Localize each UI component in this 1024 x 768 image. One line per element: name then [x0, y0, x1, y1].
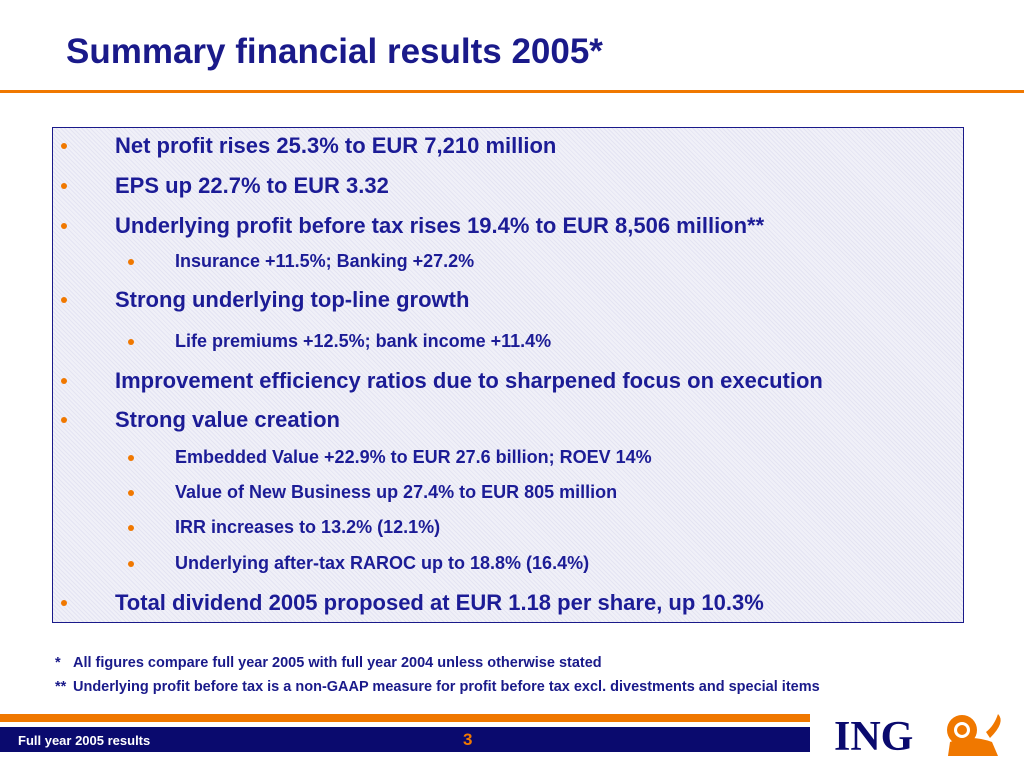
title-rule	[0, 90, 1024, 93]
bullet-marker	[128, 490, 134, 496]
bullet-marker	[128, 561, 134, 567]
bullet-marker	[128, 339, 134, 345]
bullet-text: Strong value creation	[115, 407, 340, 432]
footnote-marker: *	[55, 655, 61, 671]
bullet-text: Net profit rises 25.3% to EUR 7,210 mill…	[115, 133, 557, 158]
page-number: 3	[463, 730, 473, 749]
footnote-text: Underlying profit before tax is a non-GA…	[73, 679, 820, 695]
bullet-marker	[61, 143, 67, 149]
bullet-marker	[61, 183, 67, 189]
logo-text: ING	[834, 714, 914, 760]
sub-bullet-text: Embedded Value +22.9% to EUR 27.6 billio…	[175, 447, 652, 467]
bullet-text: Improvement efficiency ratios due to sha…	[115, 368, 823, 393]
bullet-marker	[128, 525, 134, 531]
slide-title: Summary financial results 2005*	[66, 32, 603, 71]
footer-text: Full year 2005 results	[18, 733, 151, 748]
bullet-marker	[61, 223, 67, 229]
sub-bullet-text: Insurance +11.5%; Banking +27.2%	[175, 251, 475, 271]
sub-bullet-text: IRR increases to 13.2% (12.1%)	[175, 517, 441, 537]
footer-band	[0, 727, 810, 752]
sub-bullet-text: Value of New Business up 27.4% to EUR 80…	[175, 482, 618, 502]
bullet-text: EPS up 22.7% to EUR 3.32	[115, 173, 389, 198]
bullet-marker	[128, 259, 134, 265]
bullet-text: Underlying profit before tax rises 19.4%…	[115, 213, 765, 238]
bullet-marker	[61, 600, 67, 606]
sub-bullet-text: Life premiums +12.5%; bank income +11.4%	[175, 331, 552, 351]
bullet-box	[52, 127, 964, 623]
bullet-marker	[61, 378, 67, 384]
footnote-marker: **	[55, 679, 67, 695]
bullet-text: Strong underlying top-line growth	[115, 287, 470, 312]
footer-orange-band	[0, 714, 810, 722]
lion-icon	[947, 714, 1001, 756]
bullet-marker	[128, 455, 134, 461]
footnote-text: All figures compare full year 2005 with …	[73, 655, 602, 671]
bullet-marker	[61, 297, 67, 303]
sub-bullet-text: Underlying after-tax RAROC up to 18.8% (…	[175, 553, 590, 573]
bullet-text: Total dividend 2005 proposed at EUR 1.18…	[115, 590, 764, 615]
bullet-marker	[61, 417, 67, 423]
